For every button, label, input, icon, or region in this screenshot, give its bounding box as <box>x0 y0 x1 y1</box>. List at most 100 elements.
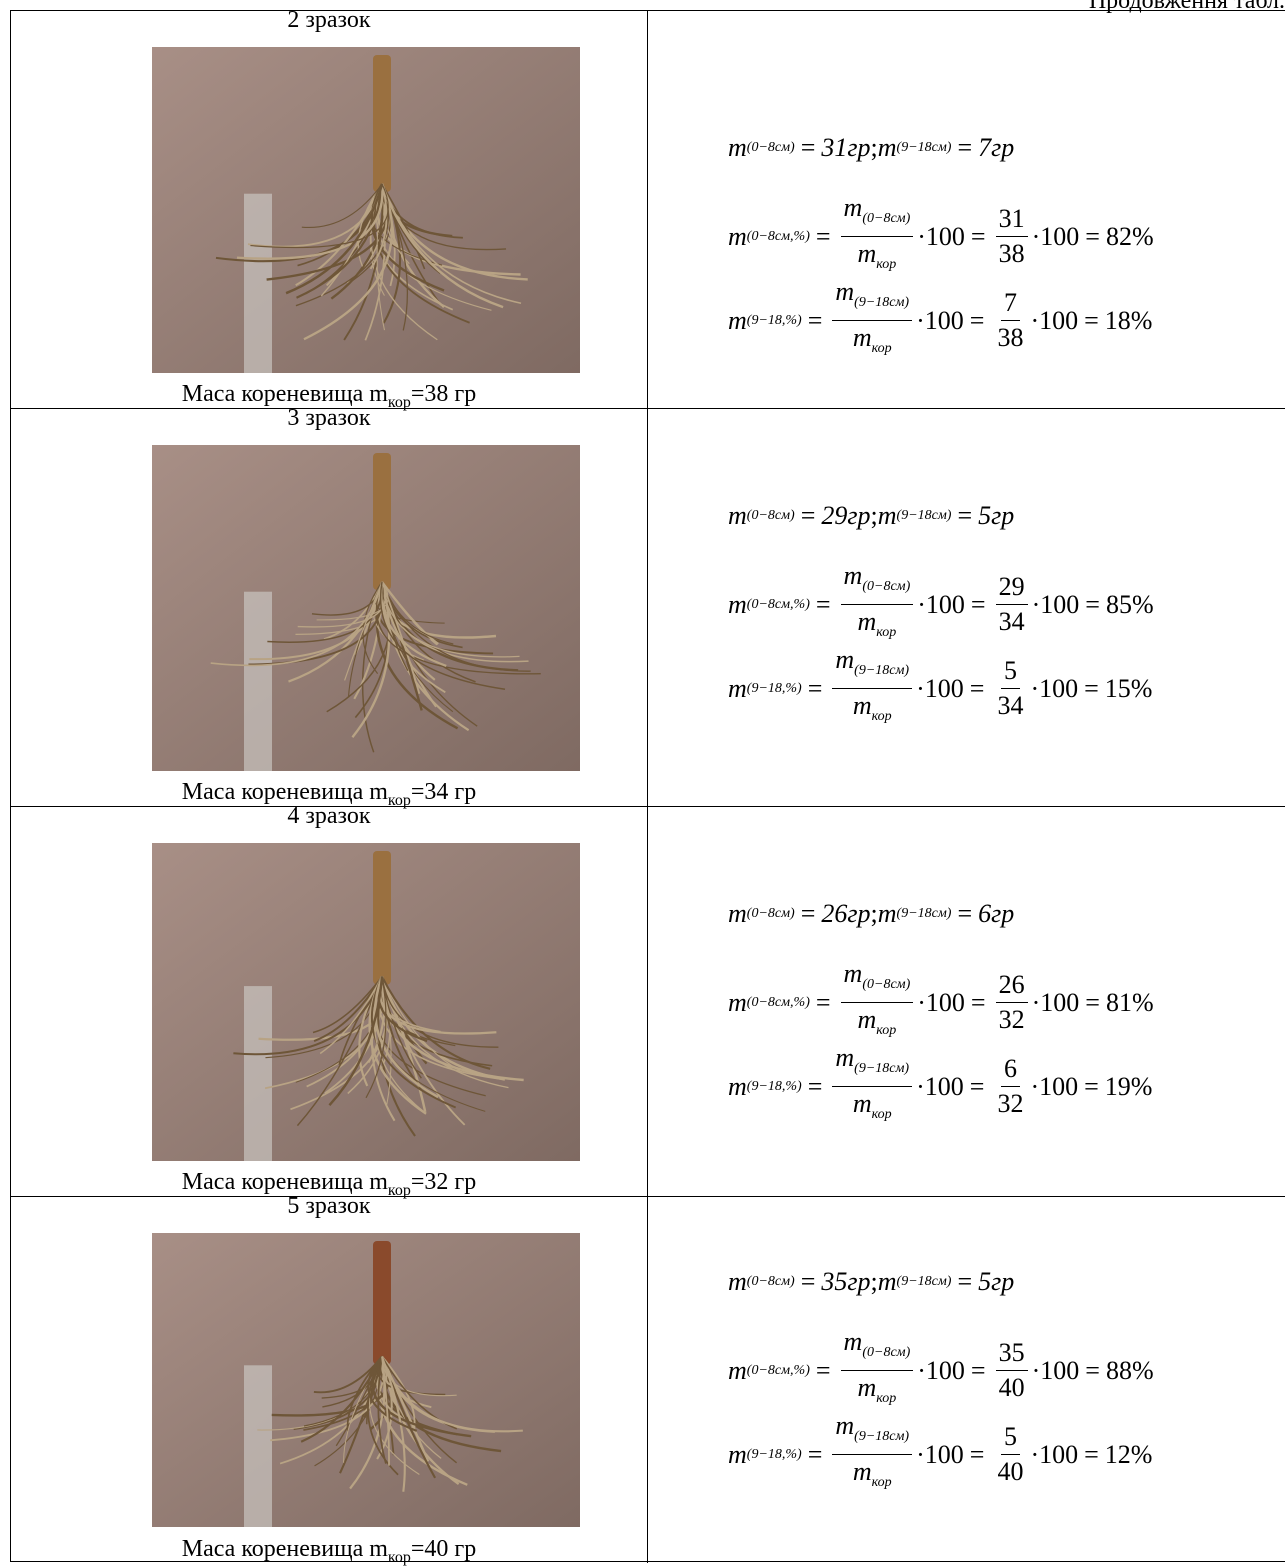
math-subscript: (9−18см) <box>854 1061 910 1076</box>
operator: = <box>1085 589 1100 619</box>
fraction: 6 32 <box>994 1052 1026 1121</box>
formula-cell: m (0−8см) = 31гр; m (9−18см) = 7гр m (0−8см,%) = m(… <box>648 11 1285 408</box>
denominator: mкор <box>855 237 900 282</box>
math-symbol: m <box>852 1089 872 1118</box>
operator: = <box>969 1071 985 1101</box>
operator: = <box>807 1439 823 1469</box>
caption-value: =38 гр <box>410 381 477 408</box>
numerator: m(9−18см) <box>832 1041 913 1087</box>
formula-cell: m (0−8см) = 26гр; m (9−18см) = 6гр m (0−8см,%) = m(… <box>648 807 1285 1196</box>
math-symbol: m <box>728 305 747 335</box>
percent: 15% <box>1104 673 1153 703</box>
operator: ·100 <box>917 1355 965 1385</box>
value: 5гр <box>978 1267 1015 1296</box>
math-symbol: m <box>877 1267 897 1296</box>
numerator: m(0−8см) <box>840 191 914 237</box>
math-subscript: кор <box>876 257 897 272</box>
math-symbol: m <box>728 1355 747 1385</box>
caption-text: Маса кореневища m <box>181 381 388 408</box>
numerator: 35 <box>995 1336 1028 1371</box>
denominator: mкор <box>855 1371 900 1416</box>
operator: = <box>957 501 973 530</box>
numerator: 29 <box>995 570 1028 605</box>
operator: = <box>1085 221 1100 251</box>
value: 5гр <box>978 501 1015 530</box>
table-row: 5 зразок Маса кореневища mкор=40 гр m (0−8с… <box>11 1193 1285 1566</box>
math-symbol: m <box>728 899 747 928</box>
math-subscript: (0−8см) <box>862 977 911 992</box>
fraction: 29 34 <box>995 570 1028 639</box>
math-symbol: m <box>728 589 747 619</box>
fraction: m(0−8см) mкор <box>840 957 914 1048</box>
operator: = <box>807 305 823 335</box>
math-symbol: m <box>728 1267 747 1296</box>
caption-subscript: кор <box>387 1182 411 1199</box>
math-symbol: m <box>843 561 863 590</box>
math-subscript: (9−18см) <box>854 1429 910 1444</box>
operator: = <box>1084 305 1099 335</box>
mass-caption: Маса кореневища mкор=34 гр <box>11 779 647 810</box>
root-photo <box>152 843 580 1161</box>
math-subscript: (0−8см,%) <box>746 596 810 612</box>
operator: ·100 <box>1031 589 1080 619</box>
operator: = <box>800 501 816 530</box>
operator: ·100 <box>1031 987 1080 1017</box>
numerator: 6 <box>1000 1052 1020 1087</box>
formula-line: m (9−18,%) = m(9−18см) mкор ·100 = 5 34·100 = 15% <box>728 643 1152 734</box>
math-symbol: m <box>835 1043 855 1072</box>
numerator: m(0−8см) <box>840 1325 914 1371</box>
operator: = <box>957 899 973 928</box>
caption-text: Маса кореневища m <box>181 1169 388 1196</box>
fraction: 35 40 <box>995 1336 1028 1405</box>
percent: 82% <box>1105 221 1154 251</box>
operator: = <box>815 1355 831 1385</box>
denominator: 40 <box>998 1373 1025 1402</box>
math-subscript: кор <box>876 625 897 640</box>
math-symbol: m <box>843 959 863 988</box>
sample-cell: 4 зразок Маса кореневища mкор=32 гр <box>11 803 648 1199</box>
formula-line: m (0−8см,%) = m(0−8см) mкор ·100 = 29 34·100 = 85% <box>728 559 1154 650</box>
math-symbol: m <box>877 133 897 162</box>
sample-cell: 5 зразок Маса кореневища mкор=40 гр <box>11 1193 648 1566</box>
percent: 85% <box>1105 589 1154 619</box>
math-symbol: m <box>728 673 747 703</box>
operator: = <box>815 987 831 1017</box>
operator: = <box>1084 1439 1099 1469</box>
math-subscript: (0−8см) <box>746 906 795 921</box>
math-subscript: (9−18,%) <box>746 312 802 328</box>
percent: 19% <box>1104 1071 1153 1101</box>
sample-label: 5 зразок <box>287 1193 371 1219</box>
fraction: 5 34 <box>994 654 1026 723</box>
formula-line: m (0−8см) = 26гр; m (9−18см) = 6гр <box>728 899 1014 929</box>
percent: 18% <box>1104 305 1153 335</box>
percent: 88% <box>1105 1355 1154 1385</box>
operator: ·100 <box>916 673 964 703</box>
operator: ·100 <box>917 589 965 619</box>
math-symbol: m <box>728 501 747 530</box>
denominator: 34 <box>997 691 1024 720</box>
operator: = <box>800 1267 816 1296</box>
math-symbol: m <box>835 277 855 306</box>
fraction: 7 38 <box>994 286 1026 355</box>
math-symbol: m <box>835 1411 855 1440</box>
math-symbol: m <box>728 1439 747 1469</box>
numerator: m(0−8см) <box>840 957 914 1003</box>
formula-line: m (0−8см) = 35гр; m (9−18см) = 5гр <box>728 1267 1014 1297</box>
operator: ·100 <box>1030 673 1079 703</box>
mass-caption: Маса кореневища mкор=40 гр <box>11 1536 647 1567</box>
operator: = <box>969 673 985 703</box>
denominator: 32 <box>998 1005 1025 1034</box>
operator: = <box>970 589 986 619</box>
mass-caption: Маса кореневища mкор=38 гр <box>11 381 647 412</box>
operator: ·100 <box>917 987 965 1017</box>
fraction: 26 32 <box>995 968 1028 1037</box>
fraction: 31 38 <box>995 202 1028 271</box>
math-subscript: кор <box>876 1391 897 1406</box>
root-photo <box>152 47 580 373</box>
math-symbol: m <box>728 1071 747 1101</box>
math-subscript: (0−8см) <box>862 1345 911 1360</box>
operator: = <box>970 1355 986 1385</box>
math-subscript: кор <box>871 1475 892 1490</box>
math-subscript: (0−8см,%) <box>746 994 810 1010</box>
operator: ·100 <box>1030 305 1079 335</box>
